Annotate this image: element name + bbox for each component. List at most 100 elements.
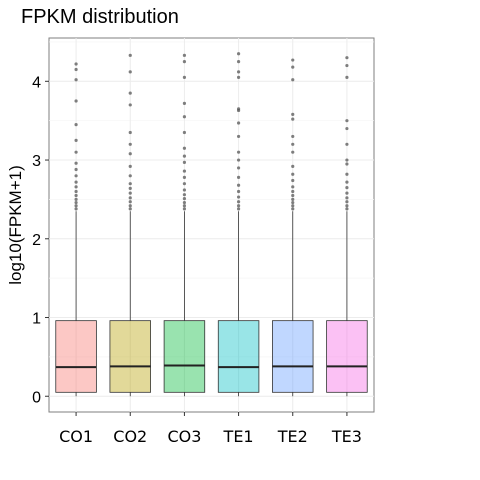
outlier-point xyxy=(345,200,349,204)
outlier-point xyxy=(291,197,295,202)
plot-panel xyxy=(48,37,375,413)
outlier-point xyxy=(291,112,295,116)
x-tick-label: CO2 xyxy=(113,427,147,446)
outlier-point xyxy=(182,204,187,208)
outlier-point xyxy=(236,200,241,204)
outlier-point xyxy=(345,162,349,166)
outlier-point xyxy=(182,53,187,57)
outlier-point xyxy=(236,70,241,74)
outlier-point xyxy=(74,78,78,82)
outlier-point xyxy=(74,207,78,211)
outlier-point xyxy=(128,191,132,195)
outlier-point xyxy=(128,174,132,178)
outlier-point xyxy=(236,60,241,64)
outlier-point xyxy=(128,186,132,190)
outlier-point xyxy=(182,197,187,201)
outlier-point xyxy=(345,196,349,200)
outlier-point xyxy=(182,169,187,173)
outlier-point xyxy=(236,150,241,154)
outlier-point xyxy=(291,178,295,183)
x-tick-label: CO1 xyxy=(59,427,93,446)
outlier-point xyxy=(182,154,187,158)
outlier-point xyxy=(236,121,241,125)
outlier-point xyxy=(291,134,295,139)
outlier-point xyxy=(128,200,132,204)
outlier-point xyxy=(345,56,349,60)
outlier-point xyxy=(345,207,349,211)
outlier-point xyxy=(291,200,295,205)
outlier-point xyxy=(236,195,241,199)
box-body xyxy=(55,320,97,393)
outlier-point xyxy=(74,161,78,165)
box-te2 xyxy=(272,58,314,397)
outlier-point xyxy=(74,204,78,208)
box-co3 xyxy=(163,53,206,397)
outlier-point xyxy=(291,204,295,208)
chart-title: FPKM distribution xyxy=(21,6,179,28)
box-body xyxy=(272,320,314,393)
y-tick-label: 0 xyxy=(32,389,41,406)
boxes xyxy=(55,52,368,397)
box-body xyxy=(217,320,260,393)
outlier-point xyxy=(345,191,349,195)
x-tick-label: TE3 xyxy=(331,427,362,446)
outlier-point xyxy=(182,175,187,179)
outlier-point xyxy=(74,150,78,154)
outlier-point xyxy=(291,150,295,154)
outlier-point xyxy=(345,63,349,68)
outlier-point xyxy=(128,164,132,168)
y-tick-label: 3 xyxy=(32,153,41,170)
outlier-point xyxy=(291,78,295,82)
x-tick-label: CO3 xyxy=(167,427,201,446)
outlier-point xyxy=(128,103,132,107)
outlier-point xyxy=(182,200,187,205)
outlier-point xyxy=(128,182,132,186)
outlier-point xyxy=(236,107,241,111)
outlier-point xyxy=(236,75,241,79)
box-te3 xyxy=(326,56,368,397)
x-tick-label: TE1 xyxy=(223,427,254,446)
outlier-point xyxy=(345,142,349,146)
outlier-point xyxy=(291,117,295,121)
outlier-point xyxy=(74,197,78,202)
outlier-point xyxy=(345,186,349,190)
outlier-point xyxy=(74,123,78,127)
outlier-point xyxy=(182,188,187,192)
outlier-point xyxy=(291,142,295,146)
outlier-point xyxy=(74,138,78,142)
outlier-point xyxy=(291,193,295,198)
box-body xyxy=(326,320,368,393)
outlier-point xyxy=(236,158,241,162)
outlier-point xyxy=(128,53,132,57)
outlier-point xyxy=(345,204,349,208)
outlier-point xyxy=(74,62,78,66)
outlier-point xyxy=(182,193,187,197)
box-co1 xyxy=(55,62,97,397)
outlier-point xyxy=(345,75,349,79)
outlier-point xyxy=(128,91,132,95)
outlier-point xyxy=(182,160,187,165)
outlier-point xyxy=(128,130,132,135)
outlier-point xyxy=(236,52,241,56)
box-co2 xyxy=(109,53,151,397)
outlier-point xyxy=(182,146,187,150)
x-tick-label: TE2 xyxy=(277,427,308,446)
outlier-point xyxy=(74,99,78,103)
outlier-point xyxy=(236,175,241,179)
outlier-point xyxy=(74,167,78,172)
outlier-point xyxy=(291,189,295,194)
outlier-point xyxy=(128,207,132,211)
outlier-point xyxy=(345,180,349,184)
outlier-point xyxy=(182,75,187,79)
outlier-point xyxy=(182,60,187,64)
outlier-point xyxy=(291,65,295,69)
box-te1 xyxy=(217,52,260,397)
outlier-point xyxy=(182,115,187,119)
outlier-point xyxy=(236,189,241,194)
outlier-point xyxy=(74,185,78,189)
outlier-point xyxy=(236,207,241,211)
outlier-point xyxy=(182,182,187,186)
outlier-point xyxy=(291,185,295,189)
axes: 0 1 2 3 4 CO1 CO2 CO3 TE1 TE2 TE3 xyxy=(32,74,362,446)
